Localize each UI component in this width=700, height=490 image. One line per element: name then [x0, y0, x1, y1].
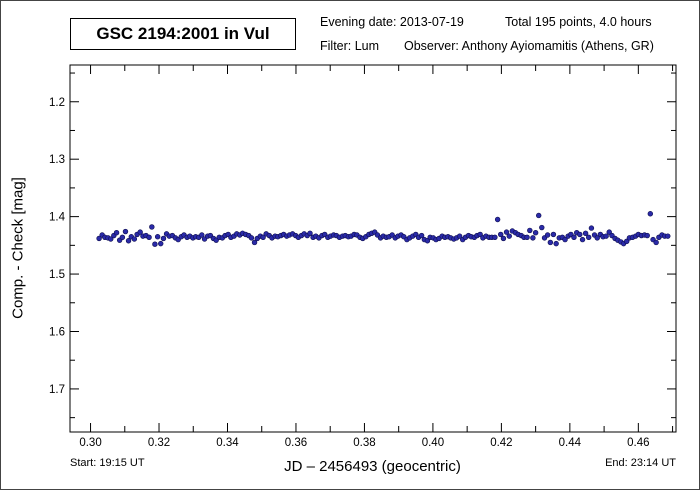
y-tick-label: 1.7	[49, 384, 65, 396]
data-point	[500, 235, 507, 242]
data-point	[647, 211, 654, 217]
data-point	[585, 234, 592, 241]
x-tick-label: 0.38	[353, 437, 375, 449]
data-point	[553, 240, 559, 247]
y-tick-label: 1.3	[49, 154, 65, 166]
data-point	[530, 235, 536, 241]
x-tick-label: 0.36	[285, 437, 307, 449]
x-tick-label: 0.32	[148, 437, 170, 449]
data-point	[506, 233, 512, 239]
data-point	[154, 234, 161, 240]
x-tick-label: 0.46	[627, 437, 649, 449]
data-point	[644, 232, 650, 239]
data-point	[492, 234, 498, 241]
y-tick-label: 1.2	[49, 97, 65, 109]
data-point	[152, 241, 158, 247]
x-tick-label: 0.40	[422, 437, 444, 449]
data-point	[131, 236, 138, 242]
data-point	[653, 239, 659, 246]
data-point	[536, 212, 542, 219]
data-point	[146, 234, 152, 241]
data-point	[424, 238, 431, 244]
data-point	[108, 236, 114, 242]
total-points: Total 195 points, 4.0 hours	[505, 15, 652, 29]
data-point	[532, 230, 539, 236]
filter-label: Filter: Lum	[320, 39, 380, 53]
data-point	[418, 232, 425, 239]
data-point	[579, 236, 586, 243]
data-point	[524, 234, 530, 241]
data-point	[544, 232, 551, 238]
data-point	[527, 227, 533, 234]
y-tick-label: 1.4	[49, 212, 66, 224]
data-point	[588, 225, 595, 231]
data-point	[113, 230, 120, 236]
data-point	[494, 216, 501, 223]
end-time: End: 23:14 UT	[605, 457, 676, 469]
data-point	[119, 234, 126, 241]
observer-label: Observer: Anthony Ayiomamitis (Athens, G…	[404, 39, 654, 53]
data-point	[550, 231, 557, 238]
y-tick-label: 1.5	[49, 269, 65, 281]
data-point	[122, 228, 129, 235]
y-tick-label: 1.6	[49, 326, 65, 338]
data-point	[158, 240, 164, 247]
data-point	[477, 231, 483, 238]
data-point	[260, 234, 266, 241]
x-axis-label: JD – 2456493 (geocentric)	[284, 458, 461, 475]
data-point	[571, 234, 577, 241]
data-point	[96, 235, 102, 242]
data-point	[623, 238, 630, 245]
data-point	[199, 232, 205, 238]
data-point	[594, 235, 600, 241]
plot-frame	[69, 64, 677, 433]
x-tick-label: 0.34	[216, 437, 239, 449]
data-point	[137, 229, 143, 235]
data-point	[603, 233, 609, 239]
x-tick-label: 0.44	[559, 437, 582, 449]
data-point	[547, 239, 554, 246]
data-point	[456, 233, 463, 239]
data-point	[582, 230, 589, 236]
x-tick-label: 0.30	[79, 437, 101, 449]
data-point	[149, 224, 155, 230]
data-point	[665, 233, 671, 239]
data-point	[251, 239, 258, 246]
data-point	[539, 224, 545, 231]
data-point	[503, 229, 510, 235]
data-point	[160, 235, 167, 242]
star-title: GSC 2194:2001 in Vul	[70, 18, 296, 50]
x-tick-label: 0.42	[490, 437, 512, 449]
data-point	[498, 231, 504, 238]
data-point	[562, 236, 568, 243]
data-point	[577, 231, 583, 238]
evening-date: Evening date: 2013-07-19	[320, 15, 464, 29]
data-point	[125, 238, 132, 244]
y-axis-label: Comp. - Check [mag]	[9, 177, 27, 319]
data-point	[248, 235, 255, 241]
data-point	[606, 229, 612, 235]
start-time: Start: 19:15 UT	[70, 457, 145, 469]
data-point	[307, 230, 313, 236]
